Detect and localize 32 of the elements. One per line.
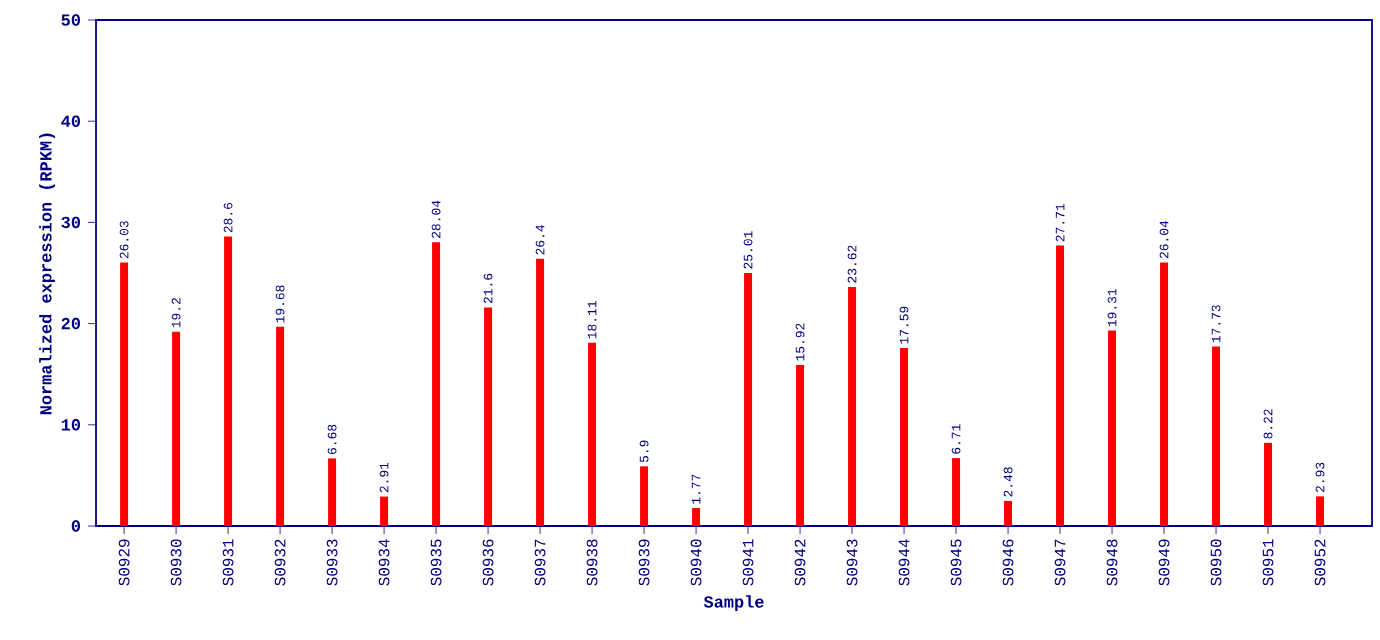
bar: [1108, 330, 1117, 526]
bar: [432, 242, 441, 526]
y-tick-label: 50: [61, 14, 80, 26]
bar: [1264, 442, 1273, 526]
bar: [1004, 500, 1013, 526]
y-tick-label: 30: [61, 216, 80, 229]
bar: [952, 458, 961, 526]
y-tick-label: 40: [61, 115, 80, 127]
bar: [848, 286, 857, 526]
x-axis-title: Sample: [703, 595, 764, 612]
y-tick-label: 0: [71, 520, 80, 532]
bar: [1160, 262, 1169, 526]
bar: [588, 342, 597, 526]
bar: [744, 272, 753, 526]
bar: [1056, 245, 1065, 526]
bar: [1316, 496, 1325, 526]
y-axis-title: Normalized expression (RPKM): [39, 133, 55, 415]
bar: [536, 258, 545, 526]
bar: [640, 466, 649, 526]
bar: [900, 347, 909, 526]
bar: [380, 496, 389, 526]
bar: [1212, 346, 1221, 526]
bar: [328, 458, 337, 526]
bar: [224, 236, 233, 526]
bar: [692, 508, 701, 526]
bar: [172, 331, 181, 526]
y-tick-label: 10: [61, 419, 80, 431]
bar: [796, 364, 805, 526]
bar: [276, 326, 285, 526]
bar: [120, 262, 129, 526]
bar: [484, 307, 493, 526]
y-tick-label: 20: [61, 317, 80, 330]
